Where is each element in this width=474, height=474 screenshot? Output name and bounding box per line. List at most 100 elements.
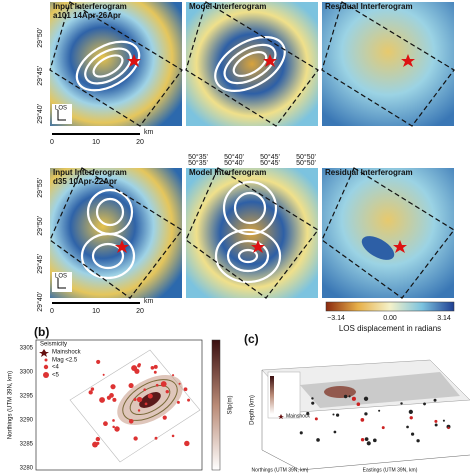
event-dot (416, 439, 420, 443)
event-dot (153, 370, 157, 374)
y-tick-label: 29°55' (36, 178, 44, 198)
event-dot (103, 421, 108, 427)
event-dot (306, 411, 310, 416)
y-axis-label: Eastings (UTM 39N, km) (363, 467, 418, 473)
event-dot (378, 409, 381, 412)
scale-unit: km (144, 298, 154, 305)
legend-label: Mainshock (286, 413, 310, 419)
y-tick-label: 3290 (20, 418, 34, 424)
event-dot (409, 416, 413, 420)
event-dot (343, 394, 348, 399)
event-dot (147, 393, 153, 399)
x-tick-label: 50°40' (224, 153, 244, 161)
y-tick-label: 29°50' (36, 216, 44, 236)
fringes (75, 40, 141, 92)
event-dot (332, 413, 335, 416)
y-tick-label: 3280 (20, 466, 34, 472)
x-axis-label: Northings (UTM 39N, km) (252, 467, 309, 473)
z-axis-label: Depth (km) (250, 395, 256, 425)
y-tick-label: 3300 (20, 370, 34, 376)
event-dot (133, 436, 138, 441)
y-tick-label: 3295 (20, 394, 34, 400)
fringes (214, 180, 282, 284)
event-dot (160, 381, 167, 387)
event-dot (433, 398, 437, 402)
event-dot (171, 374, 175, 377)
colorbar: −3.14 0.00 3.14 LOS displacement in radi… (325, 301, 455, 333)
legend-title: Seismicity (40, 342, 67, 348)
event-dot (360, 438, 365, 442)
event-dot (351, 396, 356, 401)
event-dot (314, 417, 318, 421)
y-tick-label: 29°45' (36, 254, 44, 274)
x-tick-label: 50°35' (188, 159, 208, 167)
panel-label: (b) (34, 325, 49, 339)
colorbar-tick: 0.00 (383, 315, 397, 322)
event-dot (366, 441, 371, 446)
x-tick-label: 50°50' (296, 153, 316, 161)
event-dot (423, 402, 426, 406)
scale-tick: 20 (136, 308, 144, 315)
colorbar-tick: 3.14 (437, 315, 451, 322)
event-dot (154, 436, 158, 440)
event-dot (143, 388, 147, 392)
scale-tick: 0 (50, 308, 54, 315)
event-dot (434, 423, 438, 427)
event-dot (176, 400, 180, 404)
event-dot (442, 419, 445, 422)
event-dot (112, 425, 115, 429)
panel-subtitle: d35 10Apr-22Apr (53, 177, 117, 186)
event-dot (102, 373, 105, 376)
panel-subtitle: a101 14Apr-26Apr (53, 11, 121, 20)
event-dot (96, 441, 100, 445)
event-dot (335, 413, 340, 417)
legend-label: <4 (52, 365, 60, 371)
panel-b: (b) Seismicity Mainshock Mag <2.5 <4 <5 … (8, 325, 234, 471)
y-tick-label: 3285 (20, 442, 34, 448)
los-box (52, 272, 72, 292)
scale-tick: 0 (50, 139, 54, 146)
y-tick-label: 29°40' (36, 104, 44, 124)
los-label: LOS (55, 274, 67, 280)
event-dot (90, 387, 95, 391)
y-tick-label: 29°45' (36, 66, 44, 86)
residual-map (322, 2, 454, 126)
event-dot (364, 437, 369, 441)
event-dot (155, 383, 159, 387)
panel-c: (c) Mainshock Depth (km) Northings (UTM … (244, 332, 471, 473)
event-dot (128, 418, 134, 424)
x-tick-label: 50°45' (260, 153, 280, 161)
panel-title: Input Interferogram (53, 2, 127, 11)
event-dot (92, 441, 98, 448)
y-tick-label: 29°50' (36, 28, 44, 48)
event-dot (406, 425, 409, 429)
los-box (52, 104, 72, 124)
colorbar-label: LOS displacement in radians (339, 324, 441, 333)
event-dot (183, 387, 188, 392)
panel-title: Residual Interferogram (325, 168, 413, 177)
y-axis-label: Northings (UTM 39N, km) (8, 371, 14, 439)
event-dot (373, 438, 377, 443)
event-dot (348, 395, 351, 398)
event-dot (95, 436, 101, 442)
event-dot (299, 431, 303, 435)
panel-title: Input Interferogram (53, 168, 127, 177)
legend-label: <5 (52, 373, 60, 379)
event-dot (137, 364, 141, 368)
event-dot (178, 382, 181, 385)
event-dot (144, 402, 148, 406)
event-dot (408, 409, 413, 415)
event-dot (184, 440, 190, 447)
event-dot (410, 432, 415, 436)
y-tick-label: 29°40' (36, 292, 44, 312)
event-dot (99, 397, 105, 403)
scale-tick: 10 (92, 139, 100, 146)
event-dot (447, 426, 450, 430)
event-dot (381, 426, 385, 430)
legend-label: Mag <2.5 (52, 358, 78, 364)
event-dot (109, 393, 114, 398)
event-dot (153, 364, 158, 369)
fringes (80, 188, 136, 280)
los-label: LOS (55, 106, 67, 112)
